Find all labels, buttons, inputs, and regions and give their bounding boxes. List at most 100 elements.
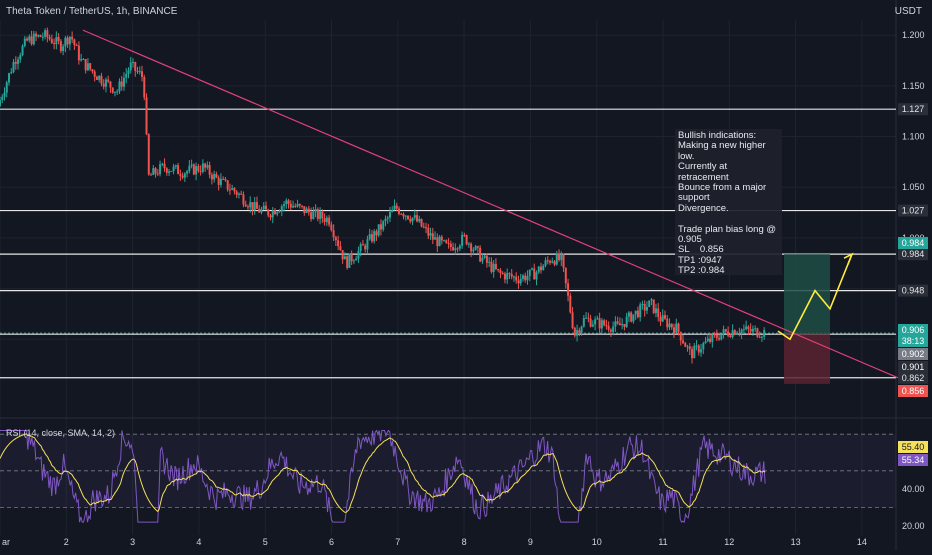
candle bbox=[625, 316, 628, 327]
candle bbox=[352, 260, 355, 262]
candle bbox=[682, 340, 685, 344]
candle bbox=[93, 71, 96, 77]
candle bbox=[145, 97, 148, 135]
candle bbox=[458, 245, 461, 249]
candle bbox=[267, 209, 270, 216]
candle bbox=[255, 202, 258, 209]
price-tag-bg bbox=[898, 385, 928, 397]
candle bbox=[729, 335, 732, 337]
candle bbox=[697, 345, 700, 353]
candle bbox=[476, 246, 479, 248]
candle bbox=[582, 318, 585, 327]
candle bbox=[711, 334, 714, 342]
candle bbox=[521, 275, 524, 279]
candle bbox=[375, 231, 378, 236]
candle bbox=[195, 166, 198, 175]
candle bbox=[80, 59, 83, 61]
y-tick-label: 1.150 bbox=[902, 81, 925, 91]
level-tag-bg bbox=[898, 204, 928, 217]
candle bbox=[402, 214, 405, 217]
candle bbox=[567, 283, 570, 296]
candle bbox=[465, 235, 468, 245]
candle bbox=[722, 329, 725, 335]
candle bbox=[650, 299, 653, 301]
candle bbox=[161, 163, 164, 165]
rsi-line bbox=[0, 429, 766, 524]
candle bbox=[632, 314, 635, 322]
candle bbox=[526, 275, 529, 281]
candle bbox=[679, 331, 682, 341]
candle bbox=[343, 256, 346, 260]
candle bbox=[98, 75, 101, 80]
candle bbox=[237, 193, 240, 195]
candle bbox=[641, 303, 644, 305]
candle bbox=[271, 210, 274, 218]
candle bbox=[134, 62, 137, 71]
candle bbox=[170, 171, 173, 173]
candle bbox=[645, 307, 648, 311]
price-tag: 0.856 bbox=[902, 386, 925, 396]
candle bbox=[206, 165, 209, 168]
candle bbox=[603, 320, 606, 326]
candle bbox=[156, 173, 159, 175]
price-tag: 38:13 bbox=[902, 336, 925, 346]
candle bbox=[510, 273, 513, 277]
candle bbox=[84, 59, 87, 71]
price-tag: 0.901 bbox=[902, 362, 925, 372]
candle bbox=[528, 269, 531, 276]
x-tick-label: 14 bbox=[857, 537, 867, 547]
price-tag: 0.906 bbox=[902, 325, 925, 335]
candle bbox=[325, 217, 328, 223]
candle bbox=[62, 46, 65, 51]
candle bbox=[141, 71, 144, 77]
candle bbox=[19, 55, 22, 60]
candle bbox=[706, 338, 709, 342]
stop-loss-zone bbox=[784, 334, 830, 384]
candle bbox=[210, 174, 213, 180]
candle bbox=[569, 295, 572, 313]
candle bbox=[201, 163, 204, 172]
level-tag: 1.127 bbox=[902, 104, 925, 114]
candle bbox=[177, 165, 180, 175]
candle bbox=[192, 164, 195, 175]
candle bbox=[159, 164, 162, 174]
rsi-y-tick-label: 40.00 bbox=[902, 484, 925, 494]
candle bbox=[3, 92, 6, 97]
candle bbox=[702, 343, 705, 350]
candle bbox=[355, 258, 358, 261]
candle bbox=[226, 180, 229, 190]
candle bbox=[168, 171, 171, 173]
candle bbox=[283, 204, 286, 207]
candle bbox=[663, 315, 666, 319]
trade-plan-note[interactable]: Bullish indications: Making a new higher… bbox=[675, 129, 782, 275]
candle bbox=[598, 318, 601, 329]
descending-trendline bbox=[82, 29, 899, 379]
candle bbox=[319, 211, 322, 219]
candle bbox=[337, 240, 340, 247]
rsi-ma-tag: 55.40 bbox=[902, 442, 925, 452]
rsi-indicator-title[interactable]: RSI (14, close, SMA, 14, 2) bbox=[6, 428, 116, 438]
rsi-ma-tag-bg bbox=[898, 441, 928, 453]
candle bbox=[197, 166, 200, 171]
candle bbox=[447, 243, 450, 245]
candle bbox=[379, 224, 382, 230]
candle bbox=[179, 174, 182, 176]
price-tag-bg bbox=[898, 324, 928, 336]
candle bbox=[607, 325, 610, 330]
candle bbox=[535, 272, 538, 280]
candle bbox=[208, 165, 211, 175]
candle bbox=[630, 312, 633, 322]
candle bbox=[427, 227, 430, 236]
candle bbox=[152, 168, 155, 175]
candle bbox=[82, 59, 85, 61]
candle bbox=[314, 209, 317, 212]
candle bbox=[634, 310, 637, 315]
candle bbox=[648, 300, 651, 308]
candle bbox=[397, 208, 400, 214]
candle bbox=[661, 315, 664, 322]
candle bbox=[215, 173, 218, 178]
candle bbox=[555, 253, 558, 265]
candle bbox=[174, 165, 177, 167]
